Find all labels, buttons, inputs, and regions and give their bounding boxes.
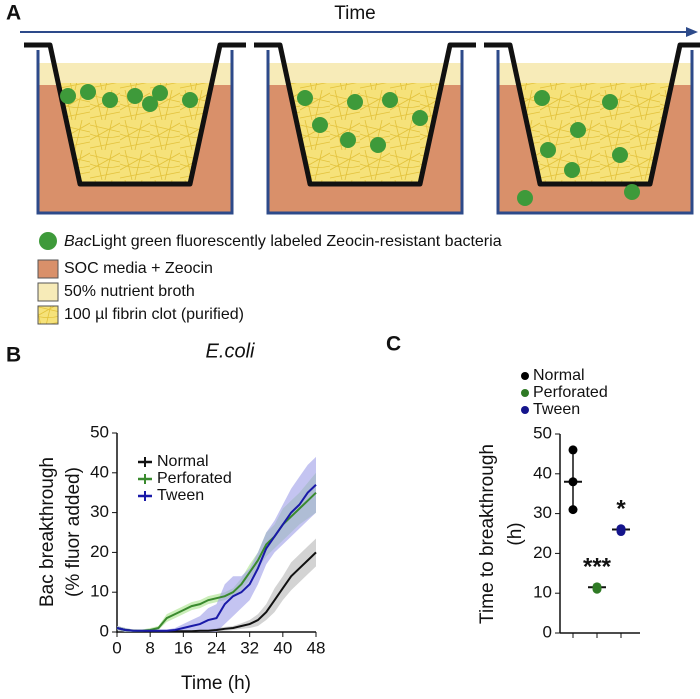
y-label: (h)	[505, 522, 526, 545]
broth	[38, 63, 232, 85]
point	[616, 524, 626, 534]
container	[36, 50, 234, 215]
panel-label: B	[6, 344, 21, 367]
insert	[254, 42, 476, 187]
significance: *	[616, 495, 626, 522]
wells	[24, 42, 700, 215]
bacterium	[297, 90, 313, 106]
x-tick-label: 40	[273, 638, 292, 657]
arrow-label: Time	[334, 3, 376, 24]
bacterium	[412, 110, 428, 126]
legend-dot	[521, 406, 529, 414]
bacterium	[142, 96, 158, 112]
y-tick-label: 10	[533, 583, 552, 602]
legend-dot	[39, 232, 57, 250]
x-tick-label: 0	[112, 638, 121, 657]
y-tick-label: 40	[533, 463, 552, 482]
clot	[516, 83, 674, 183]
legend-swatch	[37, 305, 59, 325]
chart-title: E.coli	[206, 340, 255, 362]
point	[568, 477, 578, 487]
bacterium	[370, 137, 386, 153]
bacterium	[60, 88, 76, 104]
legend-italic: Bac	[64, 233, 92, 250]
bacterium	[102, 92, 118, 108]
bacterium	[152, 85, 168, 101]
y-tick-label: 20	[533, 543, 552, 562]
legend-swatch	[37, 282, 59, 302]
bacterium	[80, 84, 96, 100]
bacterium	[612, 147, 628, 163]
legend-text: SOC media + Zeocin	[64, 260, 213, 277]
bacterium	[602, 94, 618, 110]
band	[117, 538, 316, 632]
clot	[56, 83, 214, 183]
y-tick-label: 30	[533, 503, 552, 522]
legend-label: Tween	[157, 487, 204, 504]
legend-label: Perforated	[157, 470, 232, 487]
x-tick-label: 48	[307, 638, 326, 657]
legend-label: Normal	[533, 367, 585, 384]
y-tick-label: 30	[90, 502, 109, 521]
container	[496, 50, 694, 215]
bacterium	[340, 132, 356, 148]
band	[117, 456, 316, 632]
x-tick-label: 16	[174, 638, 193, 657]
bacterium	[382, 92, 398, 108]
container	[266, 50, 464, 215]
legend-text: 50% nutrient broth	[64, 283, 195, 300]
broth	[268, 63, 462, 85]
legend-swatch	[37, 259, 59, 279]
bacterium	[127, 88, 143, 104]
bacterium	[347, 94, 363, 110]
x-tick-label: 24	[207, 638, 226, 657]
y-label: Bac breakthrough	[37, 457, 58, 607]
broth	[498, 63, 692, 85]
bacterium	[312, 117, 328, 133]
legend-label: Normal	[157, 453, 209, 470]
insert	[484, 42, 700, 187]
bacterium	[517, 190, 533, 206]
bacterium	[564, 162, 580, 178]
y-tick-label: 40	[90, 462, 109, 481]
legend-rest: Light green fluorescently labeled Zeocin…	[92, 233, 502, 250]
legend-text: 100 µl fibrin clot (purified)	[64, 306, 244, 323]
insert	[24, 42, 246, 187]
point	[568, 505, 578, 515]
panel-label: A	[6, 2, 21, 25]
bacterium	[540, 142, 556, 158]
y-tick-label: 50	[90, 422, 109, 441]
clot	[286, 83, 444, 183]
y-label: (% fluor added)	[63, 467, 84, 597]
y-tick-label: 20	[90, 542, 109, 561]
bacterium	[534, 90, 550, 106]
y-label: Time to breakthrough	[477, 444, 498, 624]
y-tick-label: 0	[543, 622, 552, 641]
band	[117, 472, 316, 632]
arrow-head	[686, 27, 698, 37]
bacterium	[570, 122, 586, 138]
significance: ***	[583, 553, 612, 580]
x-tick-label: 8	[145, 638, 154, 657]
y-tick-label: 0	[100, 621, 109, 640]
legend-text: BacLight green fluorescently labeled Zeo…	[64, 233, 502, 250]
y-tick-label: 50	[533, 423, 552, 442]
bacterium	[624, 184, 640, 200]
bacterium	[182, 92, 198, 108]
y-tick-label: 10	[90, 582, 109, 601]
legend-dot	[521, 389, 529, 397]
legend-dot	[521, 372, 529, 380]
x-label: Time (h)	[181, 673, 251, 694]
legend-label: Tween	[533, 401, 580, 418]
panel-label: C	[386, 333, 401, 356]
legend-label: Perforated	[533, 384, 608, 401]
line	[116, 484, 317, 632]
point	[568, 445, 578, 455]
point	[592, 582, 602, 592]
x-tick-label: 32	[240, 638, 259, 657]
